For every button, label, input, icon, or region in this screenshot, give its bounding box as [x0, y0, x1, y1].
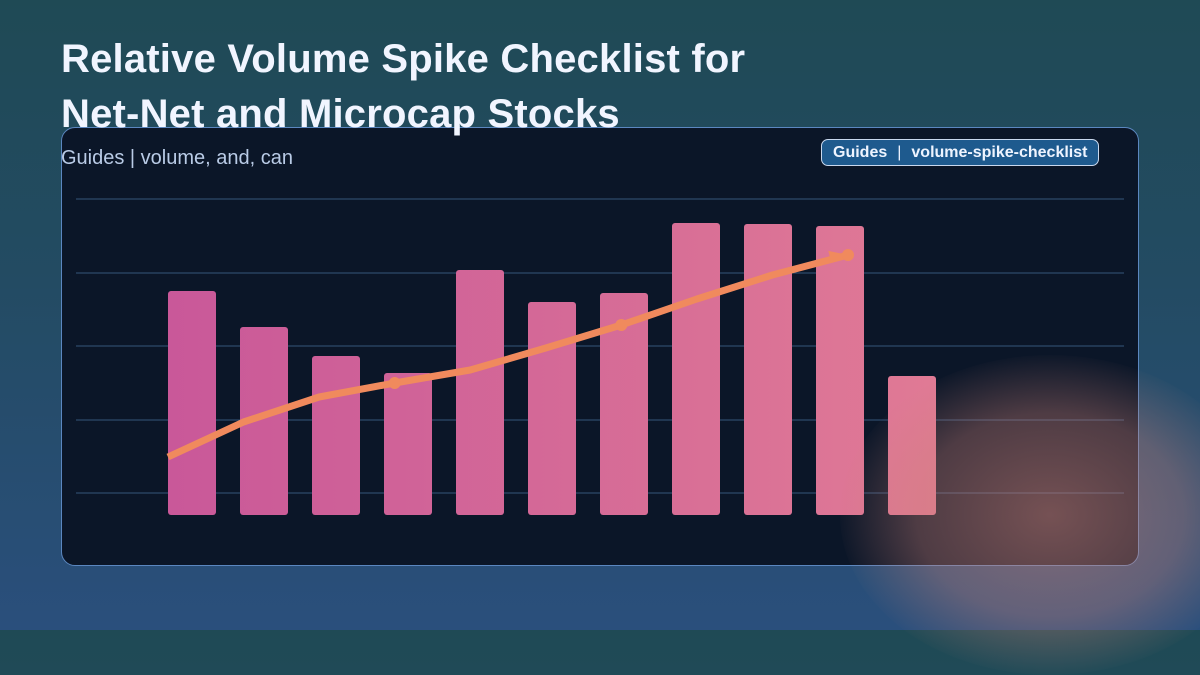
bar [600, 293, 648, 515]
bar [168, 291, 216, 515]
bar [888, 376, 936, 515]
bar [816, 226, 864, 515]
badge-category: Guides [833, 144, 888, 161]
bar [672, 223, 720, 515]
trend-marker [615, 319, 628, 331]
subtitle: Guides | volume, and, can [61, 147, 293, 169]
bar [744, 224, 792, 515]
bar [384, 373, 432, 515]
trend-polyline [166, 251, 849, 461]
badge-slug: volume-spike-checklist [911, 144, 1088, 161]
badge-separator: | [897, 144, 902, 161]
trend-line [166, 249, 854, 461]
bar-series [168, 223, 936, 515]
bar [528, 302, 576, 515]
trend-marker [388, 377, 401, 389]
bar [312, 356, 360, 515]
title-line-2: Net-Net and Microcap Stocks [61, 92, 620, 136]
category-badge: Guides | volume-spike-checklist [821, 139, 1100, 166]
page-title: Relative Volume Spike Checklist for Net-… [61, 32, 745, 142]
arrow-head-icon [828, 250, 848, 263]
bar [240, 327, 288, 515]
title-line-1: Relative Volume Spike Checklist for [61, 37, 746, 81]
bar [456, 270, 504, 515]
